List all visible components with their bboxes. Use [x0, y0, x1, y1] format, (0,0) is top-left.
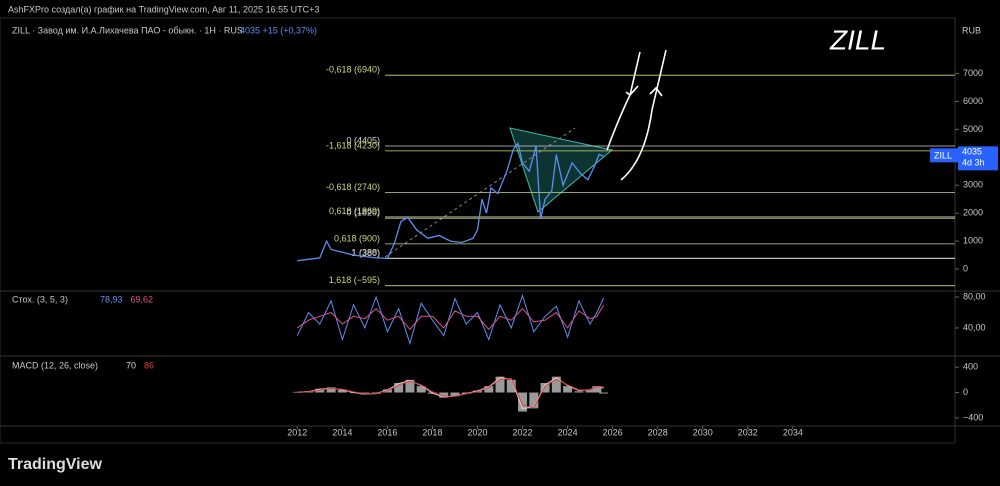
price-line: [297, 141, 604, 262]
x-tick-label: 2018: [422, 427, 442, 437]
x-tick-label: 2020: [467, 427, 487, 437]
indicator-value: 86: [144, 360, 154, 370]
fib-label: 0,618 (1869): [329, 206, 380, 216]
logo: TradingView: [8, 456, 103, 473]
histogram-bar: [540, 382, 550, 393]
y-tick-label: 3000: [963, 180, 983, 190]
y-tick-label: 5000: [963, 124, 983, 134]
histogram-bar: [315, 388, 325, 393]
price-tag-symbol: ZILL: [934, 151, 952, 161]
histogram-bar: [450, 392, 460, 397]
fib-label: 1 (388): [351, 248, 380, 258]
histogram-bar: [337, 389, 347, 393]
histogram-bar: [563, 386, 573, 393]
indicator-line: [296, 293, 605, 346]
y-tick-label: 0: [963, 387, 968, 397]
fib-label: 0,618 (900): [334, 233, 380, 243]
indicator-line: [297, 304, 605, 331]
histogram-bar: [495, 376, 505, 393]
indicator-value: 78,93: [100, 294, 123, 304]
x-tick-label: 2012: [287, 427, 307, 437]
fib-label: 0 (4405): [346, 135, 380, 145]
histogram-bar: [585, 389, 595, 393]
x-tick-label: 2028: [648, 427, 668, 437]
price-tag-countdown: 4d 3h: [962, 158, 985, 168]
projection-arrow: [620, 49, 667, 181]
y-tick-label: 2000: [963, 208, 983, 218]
big-ticker: ZILL: [829, 24, 886, 55]
author-line: AshFXPro создал(а) график на TradingView…: [8, 4, 319, 14]
x-tick-label: 2014: [332, 427, 352, 437]
currency: RUB: [962, 25, 981, 35]
histogram-bar: [416, 386, 426, 393]
histogram-bar: [518, 392, 528, 412]
y-tick-label: 6000: [963, 96, 983, 106]
y-tick-label: −400: [963, 412, 983, 422]
indicator-line: [297, 378, 604, 409]
histogram-bar: [439, 392, 449, 398]
y-tick-label: 0: [963, 263, 968, 273]
fib-label: -0,618 (6940): [326, 65, 380, 75]
y-tick-label: 1000: [963, 235, 983, 245]
x-tick-label: 2032: [738, 427, 758, 437]
fib-label: 1,618 (−595): [329, 275, 380, 285]
histogram-bar: [326, 387, 336, 393]
histogram-bar: [484, 386, 494, 393]
x-tick-label: 2034: [783, 427, 803, 437]
fib-label: 1 (380): [351, 248, 380, 258]
symbol-line: ZILL · Завод им. И.А.Лихачева ПАО - обык…: [12, 25, 243, 35]
price-change: 4035 +15 (+0,37%): [240, 25, 317, 35]
x-tick-label: 2024: [558, 427, 578, 437]
x-tick-label: 2026: [603, 427, 623, 437]
fib-label: -0,618 (2740): [326, 182, 380, 192]
indicator-value: 70: [126, 360, 136, 370]
histogram-bar: [551, 376, 561, 393]
x-tick-label: 2016: [377, 427, 397, 437]
histogram-bar: [405, 379, 415, 393]
price-tag: [930, 148, 958, 163]
y-tick-label: 7000: [963, 68, 983, 78]
price-tag-value: 4035: [962, 147, 982, 157]
y-tick-label: 40,00: [963, 322, 986, 332]
indicator-title: Стох. (3, 5, 3): [12, 294, 68, 304]
x-tick-label: 2030: [693, 427, 713, 437]
histogram-bar: [592, 386, 602, 393]
x-tick-label: 2022: [513, 427, 533, 437]
histogram-bar: [394, 382, 404, 393]
fib-label: -1,618 (4230): [326, 140, 380, 150]
histogram-bar: [529, 392, 539, 409]
indicator-title: MACD (12, 26, close): [12, 360, 98, 370]
histogram-bar: [599, 392, 609, 394]
projection-arrow: [606, 51, 641, 151]
histogram-bar: [574, 391, 584, 393]
y-tick-label: 80,00: [963, 291, 986, 301]
fib-label: 0 (1820): [346, 208, 380, 218]
indicator-value: 69,62: [131, 294, 154, 304]
y-tick-label: 400: [963, 362, 978, 372]
price-tag: [958, 146, 998, 171]
histogram-bar: [506, 379, 516, 393]
